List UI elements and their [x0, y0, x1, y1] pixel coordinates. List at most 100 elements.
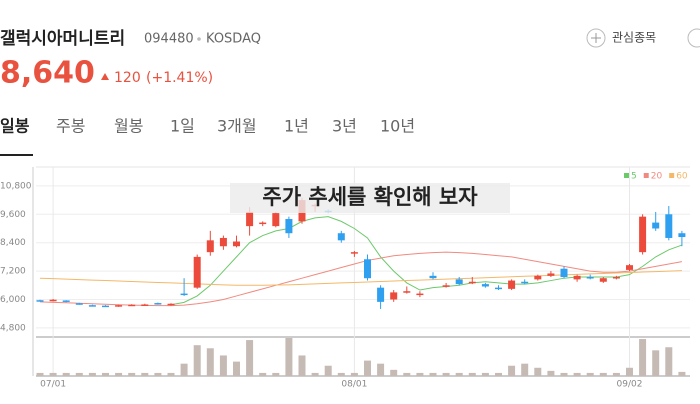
- volume-bar: [534, 367, 542, 376]
- tab[interactable]: 주봉: [56, 117, 85, 136]
- volume-bar: [390, 369, 398, 376]
- tab[interactable]: 일봉: [0, 117, 30, 136]
- volume-bar: [141, 372, 149, 376]
- candle-body: [206, 240, 214, 253]
- candle-body: [468, 281, 476, 284]
- ma-line: [170, 216, 683, 306]
- candle-body: [49, 299, 57, 302]
- candle-body: [285, 219, 293, 234]
- candle-body: [573, 275, 581, 280]
- volume-bar: [298, 355, 306, 376]
- separator-dot: [197, 37, 201, 41]
- y-tick-label: 4,800: [0, 323, 26, 333]
- volume-bar: [193, 345, 201, 376]
- volume-bar: [678, 371, 686, 376]
- candle-body: [88, 305, 96, 307]
- y-tick-label: 8,400: [0, 238, 26, 248]
- volume-bar: [180, 363, 188, 376]
- volume-bar: [665, 347, 673, 376]
- volume-bar: [246, 340, 254, 376]
- ma-line: [39, 270, 682, 286]
- tabs: 일봉 주봉 월봉 1일 3개월 1년 3년 10년: [0, 117, 415, 136]
- watch-plus: [591, 33, 601, 43]
- volume-bar: [62, 372, 70, 376]
- volume-bar: [639, 339, 647, 376]
- volume-bar: [403, 372, 411, 376]
- volume-bar: [337, 372, 345, 376]
- tab[interactable]: 3개월: [217, 117, 257, 136]
- candle-body: [442, 285, 450, 287]
- x-tick-label: 09/02: [617, 380, 643, 390]
- volume-bar: [115, 372, 123, 376]
- candle-body: [337, 233, 345, 241]
- tab[interactable]: 3년: [332, 117, 357, 136]
- y-tick-label: 10,800: [0, 181, 32, 191]
- volume-bar: [102, 372, 109, 376]
- volume-bar: [324, 365, 332, 376]
- up-arrow: [101, 73, 109, 80]
- volume-bar: [233, 361, 240, 376]
- volume-bar: [521, 363, 529, 376]
- candle-body: [429, 275, 437, 279]
- volume-bar: [259, 372, 267, 376]
- candle-body: [495, 287, 502, 290]
- stock-code: 094480: [144, 32, 194, 47]
- candle-body: [141, 304, 149, 306]
- tab[interactable]: 월봉: [114, 117, 143, 136]
- candle-body: [350, 252, 358, 254]
- candle-body: [377, 287, 385, 302]
- tab[interactable]: 10년: [380, 117, 415, 136]
- candle-body: [259, 222, 267, 225]
- volume-bar: [599, 372, 607, 376]
- volume-bar: [206, 348, 214, 376]
- volume-bar: [285, 338, 293, 376]
- legend-swatch: [643, 173, 649, 178]
- candle-body: [599, 278, 607, 282]
- watch-button[interactable]: 관심종목: [586, 28, 656, 48]
- candle-body: [193, 256, 201, 288]
- more-icon[interactable]: [687, 28, 700, 48]
- legend-swatch: [624, 173, 629, 178]
- candle-body: [455, 279, 463, 285]
- candle-body: [626, 265, 633, 270]
- overlay-bg: [230, 183, 510, 213]
- volume-bar: [468, 372, 476, 376]
- candle-body: [416, 293, 424, 296]
- x-tick-label: 07/01: [40, 380, 66, 390]
- overlay-text: 주가 추세를 확인해 보자: [262, 185, 478, 209]
- candle-body: [665, 214, 673, 238]
- volume-bar: [481, 372, 489, 376]
- candle-body: [167, 303, 175, 306]
- y-tick-label: 7,200: [0, 267, 26, 277]
- volume-bar: [36, 372, 44, 376]
- candle-body: [36, 300, 44, 302]
- volume-bar: [416, 372, 424, 376]
- market: KOSDAQ: [206, 32, 261, 47]
- candle-body: [612, 277, 620, 279]
- volume-bar: [495, 372, 502, 376]
- candle-body: [481, 284, 489, 287]
- volume-bar: [560, 372, 568, 376]
- tab[interactable]: 1일: [170, 117, 195, 136]
- candle-body: [547, 273, 555, 276]
- candle-body: [534, 275, 542, 280]
- volume-bar: [167, 372, 175, 376]
- volume-bar: [272, 372, 280, 376]
- candle-body: [128, 304, 136, 307]
- volume-bar: [442, 372, 450, 376]
- candle-body: [62, 300, 70, 302]
- candle-body: [219, 237, 227, 247]
- candle-body: [678, 233, 686, 238]
- ma-line: [39, 251, 682, 307]
- volume-bar: [377, 363, 385, 376]
- candle-body: [75, 303, 83, 305]
- volume-bar: [49, 372, 57, 376]
- tab[interactable]: 1년: [284, 117, 309, 136]
- candle-body: [364, 259, 371, 279]
- volume-bar: [547, 370, 555, 376]
- volume-bar: [311, 372, 319, 376]
- volume-bar: [219, 355, 227, 376]
- candle-body: [102, 305, 109, 308]
- candle-body: [233, 241, 240, 247]
